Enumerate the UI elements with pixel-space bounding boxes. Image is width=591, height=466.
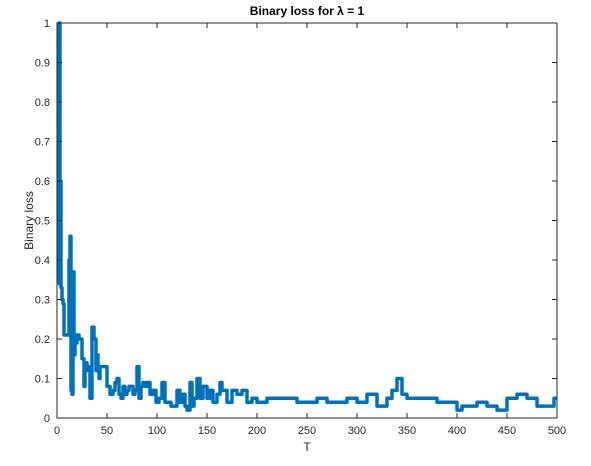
y-tick-label: 0.4 xyxy=(35,255,50,267)
y-tick-label: 0.5 xyxy=(35,216,50,228)
x-tick-label: 100 xyxy=(148,425,166,437)
x-tick-label: 250 xyxy=(298,425,316,437)
plot-area xyxy=(57,23,557,418)
x-tick-label: 0 xyxy=(54,425,60,437)
y-axis-label: Binary loss xyxy=(22,191,36,250)
series-line xyxy=(57,21,557,412)
x-axis-label: T xyxy=(303,440,311,454)
x-tick-label: 150 xyxy=(198,425,216,437)
y-ticks: 0 0.1 0.2 0.3 0.4 0.5 0.6 0.7 0.8 0.9 1 xyxy=(35,18,557,425)
y-tick-label: 0.7 xyxy=(35,137,50,149)
x-tick-label: 350 xyxy=(398,425,416,437)
y-tick-label: 1 xyxy=(44,18,50,30)
y-tick-label: 0.3 xyxy=(35,295,50,307)
y-tick-label: 0.8 xyxy=(35,97,50,109)
x-tick-label: 450 xyxy=(498,425,516,437)
y-tick-label: 0.1 xyxy=(35,374,50,386)
x-tick-label: 500 xyxy=(548,425,566,437)
chart-title: Binary loss for λ = 1 xyxy=(250,4,365,18)
x-tick-label: 50 xyxy=(101,425,113,437)
x-tick-label: 400 xyxy=(448,425,466,437)
x-tick-label: 200 xyxy=(248,425,266,437)
y-tick-label: 0.6 xyxy=(35,176,50,188)
y-tick-label: 0.2 xyxy=(35,334,50,346)
y-tick-label: 0.9 xyxy=(35,58,50,70)
series-layer xyxy=(57,21,557,412)
x-tick-label: 300 xyxy=(348,425,366,437)
y-tick-label: 0 xyxy=(44,413,50,425)
x-ticks: 0 50 100 150 200 250 300 350 400 450 500 xyxy=(54,23,566,437)
